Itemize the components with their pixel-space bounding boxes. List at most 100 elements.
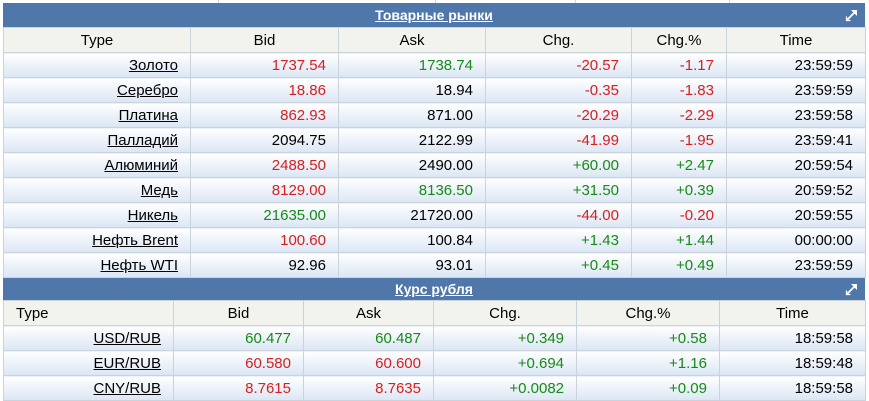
instrument-cell: Серебро	[3, 77, 191, 103]
ask-value-cell: 100.84	[338, 227, 486, 253]
change-percent-value-cell: -0.20	[631, 202, 727, 228]
instrument-link[interactable]: Никель	[127, 206, 178, 224]
change-percent-value: +0.09	[669, 379, 707, 397]
ask-value-cell: 93.01	[338, 252, 486, 278]
commodities-panel: Товарные рынки Type Bid Ask Chg. Chg.% T…	[3, 3, 866, 278]
bid-value-cell: 1737.54	[190, 52, 339, 78]
change-percent-value: -1.17	[679, 56, 714, 74]
table-row: Нефть Brent 100.60 100.84 +1.43 +1.44 00:00:0…	[3, 227, 866, 253]
bid-value-cell: 21635.00	[190, 202, 339, 228]
change-percent-value-cell: +0.39	[631, 177, 727, 203]
bid-value-cell: 2488.50	[190, 152, 339, 178]
change-value-cell: -44.00	[485, 202, 632, 228]
time-value-cell: 18:59:58	[719, 375, 866, 401]
change-percent-value: +1.44	[676, 231, 714, 249]
instrument-cell: Медь	[3, 177, 191, 203]
change-value-cell: +0.349	[433, 325, 577, 351]
time-value: 00:00:00	[794, 231, 853, 249]
instrument-link[interactable]: Золото	[128, 56, 178, 74]
table-row: Серебро 18.86 18.94 -0.35 -1.83 23:59:59	[3, 77, 866, 103]
change-percent-value-cell: +2.47	[631, 152, 727, 178]
bid-value: 2094.75	[271, 131, 326, 149]
ask-value: 60.600	[375, 354, 421, 372]
bid-value: 1737.54	[271, 56, 326, 74]
ask-value-cell: 21720.00	[338, 202, 486, 228]
table-row: Золото 1737.54 1738.74 -20.57 -1.17 23:59:59	[3, 52, 866, 78]
bid-value-cell: 100.60	[190, 227, 339, 253]
ask-value-cell: 60.600	[303, 350, 434, 376]
instrument-link[interactable]: Алюминий	[104, 156, 178, 174]
instrument-link[interactable]: Нефть Brent	[92, 231, 178, 249]
instrument-link[interactable]: Платина	[118, 106, 178, 124]
table-row: Алюминий 2488.50 2490.00 +60.00 +2.47 20:59:5…	[3, 152, 866, 178]
column-header-ask: Ask	[303, 300, 434, 326]
bid-value-cell: 862.93	[190, 102, 339, 128]
time-value: 23:59:59	[794, 56, 853, 74]
column-header-bid: Bid	[190, 27, 339, 53]
change-percent-value-cell: -1.83	[631, 77, 727, 103]
expand-arrow-icon[interactable]	[845, 282, 859, 296]
change-percent-value: -1.95	[679, 131, 714, 149]
bid-value-cell: 60.477	[173, 325, 304, 351]
ask-value-cell: 18.94	[338, 77, 486, 103]
change-percent-value: +0.39	[676, 181, 714, 199]
instrument-link[interactable]: EUR/RUB	[93, 354, 161, 372]
time-value: 23:59:59	[794, 81, 853, 99]
table-row: Медь 8129.00 8136.50 +31.50 +0.39 20:59:52	[3, 177, 866, 203]
instrument-link[interactable]: CNY/RUB	[93, 379, 161, 397]
table-row: Платина 862.93 871.00 -20.29 -2.29 23:59:58	[3, 102, 866, 128]
instrument-link[interactable]: Серебро	[117, 81, 178, 99]
column-header-time: Time	[719, 300, 866, 326]
ruble-header-row: Type Bid Ask Chg. Chg.% Time	[3, 300, 866, 326]
instrument-link[interactable]: USD/RUB	[93, 329, 161, 347]
instrument-cell: Золото	[3, 52, 191, 78]
time-value: 23:59:58	[794, 106, 853, 124]
instrument-cell: Нефть WTI	[3, 252, 191, 278]
time-value-cell: 18:59:58	[719, 325, 866, 351]
column-header-type: Type	[3, 300, 174, 326]
instrument-cell: Никель	[3, 202, 191, 228]
bid-value-cell: 8129.00	[190, 177, 339, 203]
commodities-title-link[interactable]: Товарные рынки	[375, 7, 493, 23]
expand-arrow-icon[interactable]	[845, 8, 859, 22]
ask-value: 21720.00	[410, 206, 473, 224]
change-value: +31.50	[572, 181, 619, 199]
time-value: 18:59:48	[794, 354, 853, 372]
change-value-cell: +0.45	[485, 252, 632, 278]
instrument-cell: CNY/RUB	[3, 375, 174, 401]
bid-value: 21635.00	[263, 206, 326, 224]
change-percent-value-cell: +0.58	[576, 325, 720, 351]
bid-value: 60.580	[245, 354, 291, 372]
instrument-link[interactable]: Нефть WTI	[100, 256, 178, 274]
change-value: -20.29	[576, 106, 619, 124]
change-percent-value-cell: +0.09	[576, 375, 720, 401]
instrument-cell: Алюминий	[3, 152, 191, 178]
time-value-cell: 23:59:41	[726, 127, 866, 153]
column-header-type: Type	[3, 27, 191, 53]
change-value: +60.00	[572, 156, 619, 174]
ask-value: 18.94	[435, 81, 473, 99]
change-value-cell: +1.43	[485, 227, 632, 253]
time-value-cell: 00:00:00	[726, 227, 866, 253]
change-value: +1.43	[581, 231, 619, 249]
instrument-link[interactable]: Палладий	[107, 131, 178, 149]
bid-value: 8129.00	[271, 181, 326, 199]
ask-value: 871.00	[427, 106, 473, 124]
time-value: 20:59:52	[794, 181, 853, 199]
time-value-cell: 20:59:52	[726, 177, 866, 203]
change-percent-value-cell: -1.17	[631, 52, 727, 78]
change-value: +0.349	[517, 329, 564, 347]
ruble-title-link[interactable]: Курс рубля	[395, 281, 473, 297]
ask-value: 8136.50	[418, 181, 473, 199]
time-value-cell: 18:59:48	[719, 350, 866, 376]
instrument-cell: Палладий	[3, 127, 191, 153]
ask-value: 1738.74	[418, 56, 473, 74]
change-percent-value-cell: +0.49	[631, 252, 727, 278]
change-percent-value-cell: +1.44	[631, 227, 727, 253]
bid-value: 8.7615	[245, 379, 291, 397]
column-header-time: Time	[726, 27, 866, 53]
column-header-chg: Chg.	[485, 27, 632, 53]
time-value-cell: 23:59:58	[726, 102, 866, 128]
ruble-table: Type Bid Ask Chg. Chg.% Time USD/RUB 60.4…	[3, 300, 866, 401]
instrument-link[interactable]: Медь	[140, 181, 178, 199]
